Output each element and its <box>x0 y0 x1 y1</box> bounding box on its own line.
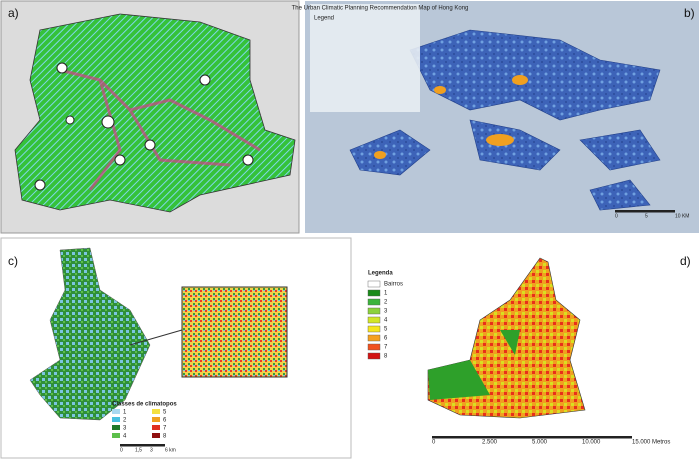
hot-spots <box>374 75 528 159</box>
scale-label: 0 <box>432 440 436 446</box>
panel-label: b) <box>684 6 695 20</box>
legend-label: 2 <box>384 300 388 306</box>
legend-swatch <box>112 433 120 438</box>
legend-label: 6 <box>384 336 388 342</box>
scale-label: 1,5 <box>135 447 142 453</box>
scale-bar <box>120 444 165 447</box>
legend-swatch <box>367 316 381 324</box>
legend-swatch <box>367 334 381 342</box>
green-areas <box>428 330 520 400</box>
legend-title: Legend <box>314 16 334 22</box>
scale-label: 5.000 <box>532 440 548 446</box>
legend-label: 3 <box>123 426 127 432</box>
legend-swatch <box>152 409 160 414</box>
scale-label: 3 <box>150 447 153 453</box>
legend-box <box>310 4 420 112</box>
legend-label: 7 <box>163 426 167 432</box>
legend-label: 6 <box>163 418 167 424</box>
legend-label: 3 <box>384 309 388 315</box>
legend-swatch <box>367 289 381 297</box>
legend-label: 1 <box>123 410 127 416</box>
legend-label: 8 <box>163 434 167 440</box>
legend-swatch <box>152 433 160 438</box>
legend-label: 8 <box>384 354 388 360</box>
panel-label: c) <box>8 254 18 268</box>
panel-label: a) <box>8 6 19 20</box>
scale-label: 0 <box>120 447 123 453</box>
scale-label: 10.000 <box>582 440 601 446</box>
scale-label: 6 km <box>165 447 176 453</box>
map-region <box>29 247 151 421</box>
legend-label: 7 <box>384 345 388 351</box>
legend-label: 2 <box>123 418 127 424</box>
legend-swatch <box>367 307 381 315</box>
legend-swatch <box>367 298 381 306</box>
legend-swatch <box>367 343 381 351</box>
legend-swatch <box>367 325 381 333</box>
legend-label: 5 <box>163 410 167 416</box>
inset-connector <box>129 329 183 346</box>
legend-title: Classes de climatopos <box>112 402 177 408</box>
legend-swatch <box>112 425 120 430</box>
scale-label: 10 KM <box>675 213 689 219</box>
legend-label: 1 <box>384 291 388 297</box>
scale-label: 2.500 <box>482 440 498 446</box>
map-title: The Urban Climatic Planning Recommendati… <box>292 6 469 12</box>
legend-title: Legenda <box>368 271 393 277</box>
legend-swatch <box>367 280 381 288</box>
legend-label: Bairros <box>384 282 403 288</box>
panel-label: d) <box>680 254 691 268</box>
legend-swatch <box>112 409 120 414</box>
corridors <box>59 68 261 191</box>
scale-label: 15.000 Metros <box>632 440 670 446</box>
legend-label: 5 <box>384 327 388 333</box>
scale-bar <box>432 436 632 439</box>
legend-swatch <box>152 425 160 430</box>
legend-swatch <box>152 417 160 422</box>
panel-c <box>0 237 352 459</box>
inset-map <box>181 286 288 378</box>
legend-swatch <box>112 417 120 422</box>
scale-label: 5 <box>645 213 648 219</box>
map-region <box>14 13 296 213</box>
scale-label: 0 <box>615 213 618 219</box>
legend-swatch <box>367 352 381 360</box>
markers <box>34 62 254 191</box>
legend-label: 4 <box>123 434 127 440</box>
legend-label: 4 <box>384 318 388 324</box>
scale-bar <box>615 210 675 213</box>
islands <box>349 29 661 211</box>
